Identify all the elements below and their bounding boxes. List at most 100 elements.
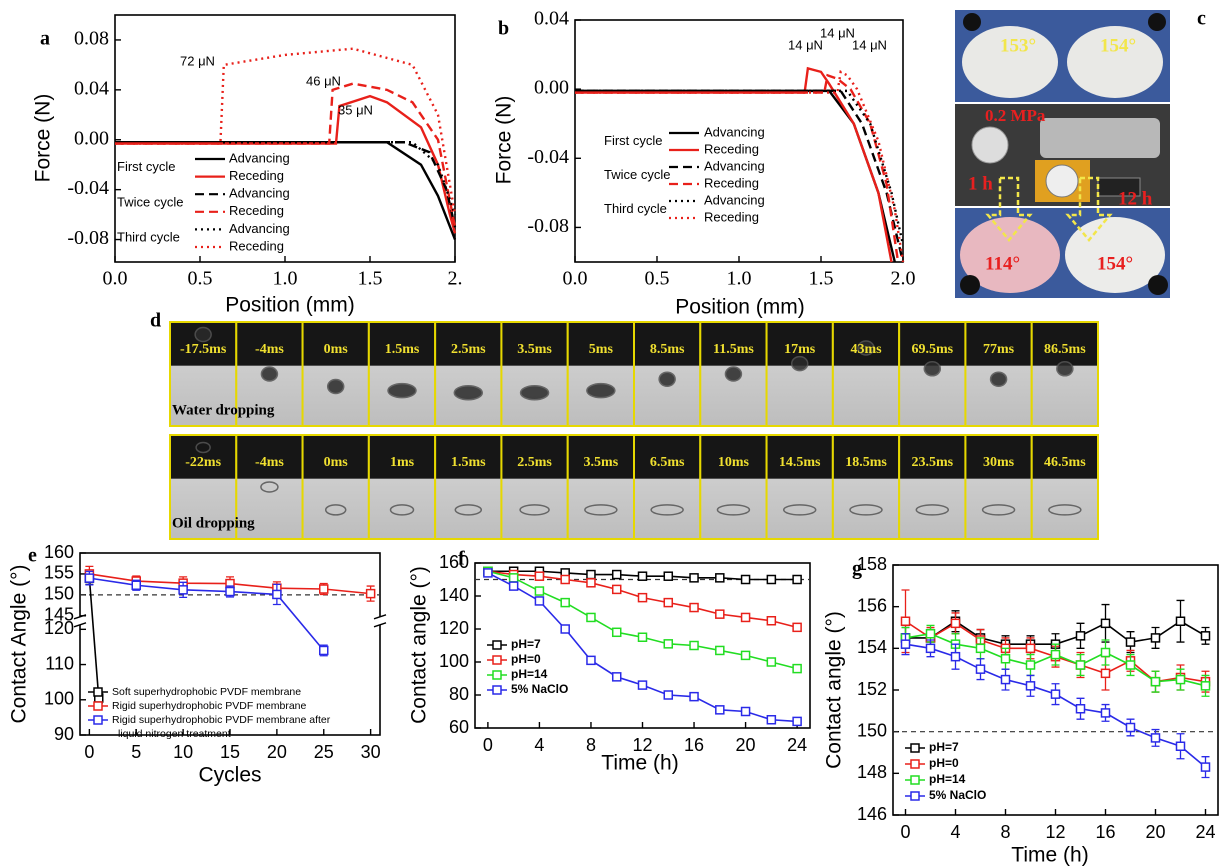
marker: [1002, 676, 1010, 684]
marker: [1102, 709, 1110, 717]
marker: [179, 586, 187, 594]
y-tick-label: 100: [439, 651, 469, 671]
row-label: Water dropping: [172, 402, 275, 418]
annotation: 35 μN: [338, 102, 373, 117]
x-tick-label: 0.5: [645, 268, 670, 290]
y-tick-label: -0.04: [527, 146, 569, 168]
marker: [1152, 678, 1160, 686]
droplet: [195, 327, 211, 341]
photo-panel: 153° 154° 0.2 MPa 1 h 12 h 114° 154° c: [955, 8, 1206, 298]
x-tick-label: 15: [220, 742, 240, 762]
x-axis-label: Time (h): [1011, 844, 1088, 867]
marker: [510, 574, 518, 582]
legend-group: First cycle: [604, 133, 663, 148]
x-tick-label: 0: [84, 742, 94, 762]
legend-marker: [493, 686, 501, 694]
x-tick-label: 20: [267, 742, 287, 762]
legend-marker: [94, 688, 102, 696]
y-tick-label: 0.04: [534, 8, 569, 30]
legend-label: 5% NaClO: [929, 788, 986, 802]
marker: [1102, 619, 1110, 627]
marker: [1102, 649, 1110, 657]
marker: [1152, 734, 1160, 742]
marker: [367, 590, 375, 598]
marker: [561, 576, 569, 584]
y-tick-label: 152: [857, 679, 887, 699]
legend-label: 5% NaClO: [511, 682, 568, 696]
y-axis-label: Force (N): [32, 94, 55, 183]
marker: [767, 576, 775, 584]
legend-label: Rigid superhydrophobic PVDF membrane: [112, 700, 307, 712]
droplet: [659, 372, 675, 386]
droplet: [991, 372, 1007, 386]
frame-time: 2.5ms: [451, 342, 486, 357]
x-tick-label: 1.0: [273, 268, 298, 290]
legend-label: Receding: [229, 168, 284, 183]
marker: [793, 623, 801, 631]
marker: [742, 613, 750, 621]
marker: [742, 651, 750, 659]
frame-time: 3.5ms: [517, 342, 552, 357]
frame-time: 5ms: [589, 342, 614, 357]
marker: [1202, 632, 1210, 640]
marker: [1152, 634, 1160, 642]
annotation: 14 μN: [852, 37, 887, 52]
marker: [716, 646, 724, 654]
legend-marker: [911, 792, 919, 800]
y-tick-label: 155: [44, 563, 74, 583]
marker: [902, 617, 910, 625]
legend-label: Receding: [229, 238, 284, 253]
frame-time: -22ms: [185, 455, 221, 470]
marker: [664, 572, 672, 580]
pressure-label: 0.2 MPa: [985, 106, 1046, 125]
x-tick-label: 1.0: [727, 268, 752, 290]
droplet: [328, 379, 344, 393]
marker: [716, 610, 724, 618]
time-label: 1 h: [968, 173, 993, 194]
marker: [613, 571, 621, 579]
x-tick-label: 0: [900, 822, 910, 842]
legend-label: Receding: [229, 203, 284, 218]
legend-marker: [493, 641, 501, 649]
y-tick-label: 145: [44, 605, 74, 625]
legend-group: First cycle: [117, 159, 176, 174]
legend-label: pH=14: [929, 772, 966, 786]
y-tick-label: 60: [449, 717, 469, 737]
legend-label: pH=7: [511, 637, 541, 651]
marker: [1027, 661, 1035, 669]
legend-marker: [911, 744, 919, 752]
marker: [320, 646, 328, 654]
frame-time: 23.5ms: [911, 455, 953, 470]
legend-label: pH=0: [511, 652, 541, 666]
droplet: [924, 362, 940, 376]
frame-time: 0ms: [324, 342, 349, 357]
panel-letter: b: [498, 18, 509, 40]
legend-label: Rigid superhydrophobic PVDF membrane aft…: [112, 714, 333, 740]
marker: [587, 579, 595, 587]
y-tick-label: 0.00: [74, 127, 109, 149]
y-tick-label: 160: [44, 542, 74, 562]
x-axis-label: Cycles: [198, 764, 261, 787]
y-tick-label: -0.08: [67, 227, 109, 249]
legend-group: Twice cycle: [604, 167, 670, 182]
marker: [793, 576, 801, 584]
x-axis-label: Position (mm): [675, 296, 805, 319]
frame-time: 69.5ms: [911, 342, 953, 357]
x-tick-label: 0.5: [188, 268, 213, 290]
droplet: [1057, 362, 1073, 376]
marker: [1077, 705, 1085, 713]
marker: [767, 658, 775, 666]
marker: [902, 640, 910, 648]
x-tick-label: 24: [787, 735, 807, 755]
marker: [1027, 644, 1035, 652]
y-tick-label: -0.04: [67, 177, 109, 199]
gauge: [1046, 165, 1078, 197]
y-tick-label: 150: [44, 584, 74, 604]
legend-label: pH=7: [929, 740, 959, 754]
droplet: [792, 357, 808, 371]
x-tick-label: 8: [1000, 822, 1010, 842]
legend-marker: [94, 716, 102, 724]
x-tick-label: 20: [736, 735, 756, 755]
time-label: 12 h: [1118, 188, 1153, 209]
